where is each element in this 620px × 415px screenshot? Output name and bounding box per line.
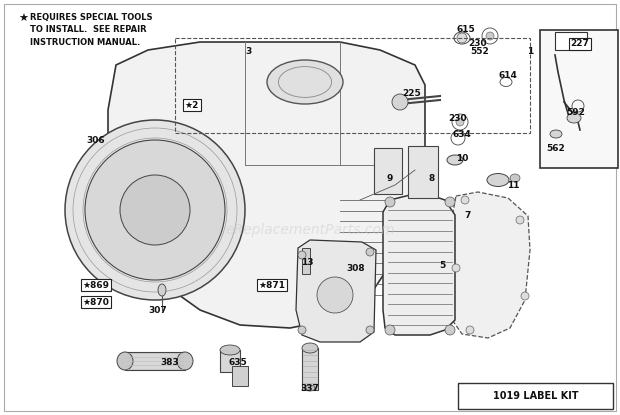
Text: 614: 614 <box>498 71 518 81</box>
Bar <box>125 352 185 370</box>
Text: 383: 383 <box>161 357 179 366</box>
Text: 1: 1 <box>527 47 533 56</box>
Bar <box>540 30 618 168</box>
Text: REQUIRES SPECIAL TOOLS
TO INSTALL.  SEE REPAIR
INSTRUCTION MANUAL.: REQUIRES SPECIAL TOOLS TO INSTALL. SEE R… <box>30 13 153 47</box>
Circle shape <box>456 118 464 126</box>
Ellipse shape <box>302 343 318 353</box>
Text: 225: 225 <box>402 90 422 98</box>
Text: 562: 562 <box>547 144 565 152</box>
Circle shape <box>385 197 395 207</box>
Text: 634: 634 <box>453 129 471 139</box>
Text: 337: 337 <box>301 383 319 393</box>
Circle shape <box>452 264 460 272</box>
Text: 230: 230 <box>449 113 467 122</box>
Text: ★2: ★2 <box>185 100 199 110</box>
Circle shape <box>516 216 524 224</box>
Bar <box>555 32 587 50</box>
Text: 308: 308 <box>347 264 365 273</box>
Circle shape <box>457 33 467 43</box>
Text: 227: 227 <box>570 39 590 49</box>
Polygon shape <box>446 192 530 338</box>
Circle shape <box>65 120 245 300</box>
Circle shape <box>466 326 474 334</box>
Text: 8: 8 <box>429 173 435 183</box>
Text: 9: 9 <box>387 173 393 183</box>
Ellipse shape <box>567 113 581 123</box>
Circle shape <box>521 292 529 300</box>
Text: ★870: ★870 <box>82 298 110 307</box>
Text: 635: 635 <box>229 357 247 366</box>
Circle shape <box>461 196 469 204</box>
Ellipse shape <box>267 60 343 104</box>
Ellipse shape <box>487 173 509 186</box>
Ellipse shape <box>510 174 520 182</box>
Text: 10: 10 <box>456 154 468 163</box>
Ellipse shape <box>117 352 133 370</box>
Bar <box>232 366 248 386</box>
Text: 306: 306 <box>87 136 105 144</box>
Text: 7: 7 <box>465 210 471 220</box>
Text: 3: 3 <box>245 47 251 56</box>
Ellipse shape <box>447 155 463 165</box>
Text: 307: 307 <box>149 305 167 315</box>
Circle shape <box>298 326 306 334</box>
Ellipse shape <box>177 352 193 370</box>
Bar <box>175 38 530 133</box>
Ellipse shape <box>305 385 315 391</box>
Circle shape <box>366 326 374 334</box>
Ellipse shape <box>550 130 562 138</box>
Bar <box>302 348 318 390</box>
Ellipse shape <box>158 284 166 296</box>
Ellipse shape <box>220 345 240 355</box>
Text: ★871: ★871 <box>259 281 285 290</box>
Circle shape <box>445 197 455 207</box>
Bar <box>374 148 402 194</box>
Bar <box>458 383 613 409</box>
Circle shape <box>385 325 395 335</box>
Circle shape <box>445 325 455 335</box>
Text: 592: 592 <box>567 107 585 117</box>
Circle shape <box>366 248 374 256</box>
Text: 615: 615 <box>456 25 476 34</box>
Polygon shape <box>383 195 455 335</box>
Text: 11: 11 <box>507 181 520 190</box>
Bar <box>220 350 240 372</box>
Bar <box>408 146 438 198</box>
Text: 13: 13 <box>301 257 313 266</box>
Polygon shape <box>108 42 425 328</box>
Circle shape <box>85 140 225 280</box>
Text: 230: 230 <box>469 39 487 49</box>
Circle shape <box>120 175 190 245</box>
Text: 5: 5 <box>439 261 445 269</box>
Circle shape <box>317 277 353 313</box>
Text: eReplacementParts.com: eReplacementParts.com <box>225 223 395 237</box>
Polygon shape <box>296 240 376 342</box>
Circle shape <box>298 251 306 259</box>
Text: ★: ★ <box>18 14 28 24</box>
Text: ★869: ★869 <box>82 281 110 290</box>
Text: 552: 552 <box>471 47 489 56</box>
Circle shape <box>486 32 494 40</box>
Circle shape <box>392 94 408 110</box>
Bar <box>302 248 310 274</box>
Text: 1019 LABEL KIT: 1019 LABEL KIT <box>493 391 578 401</box>
